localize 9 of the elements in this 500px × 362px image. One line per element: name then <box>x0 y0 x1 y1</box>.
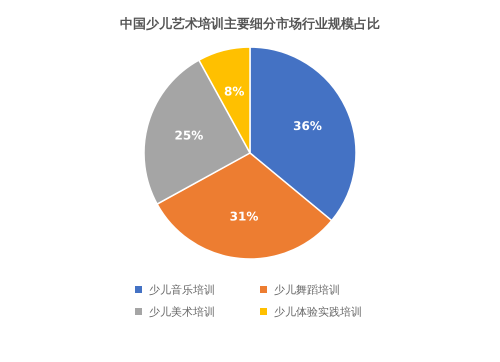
data-label: 25% <box>174 128 204 142</box>
data-label: 31% <box>230 209 258 224</box>
chart-title: 中国少儿艺术培训主要细分市场行业规模占比 <box>120 16 380 32</box>
legend-label: 少儿美术培训 <box>149 306 215 318</box>
legend-label: 少儿舞蹈培训 <box>274 284 340 296</box>
data-label: 8% <box>224 84 244 98</box>
legend-label: 少儿体验实践培训 <box>274 306 362 318</box>
data-label: 36% <box>293 118 322 133</box>
legend-label: 少儿音乐培训 <box>149 284 215 296</box>
